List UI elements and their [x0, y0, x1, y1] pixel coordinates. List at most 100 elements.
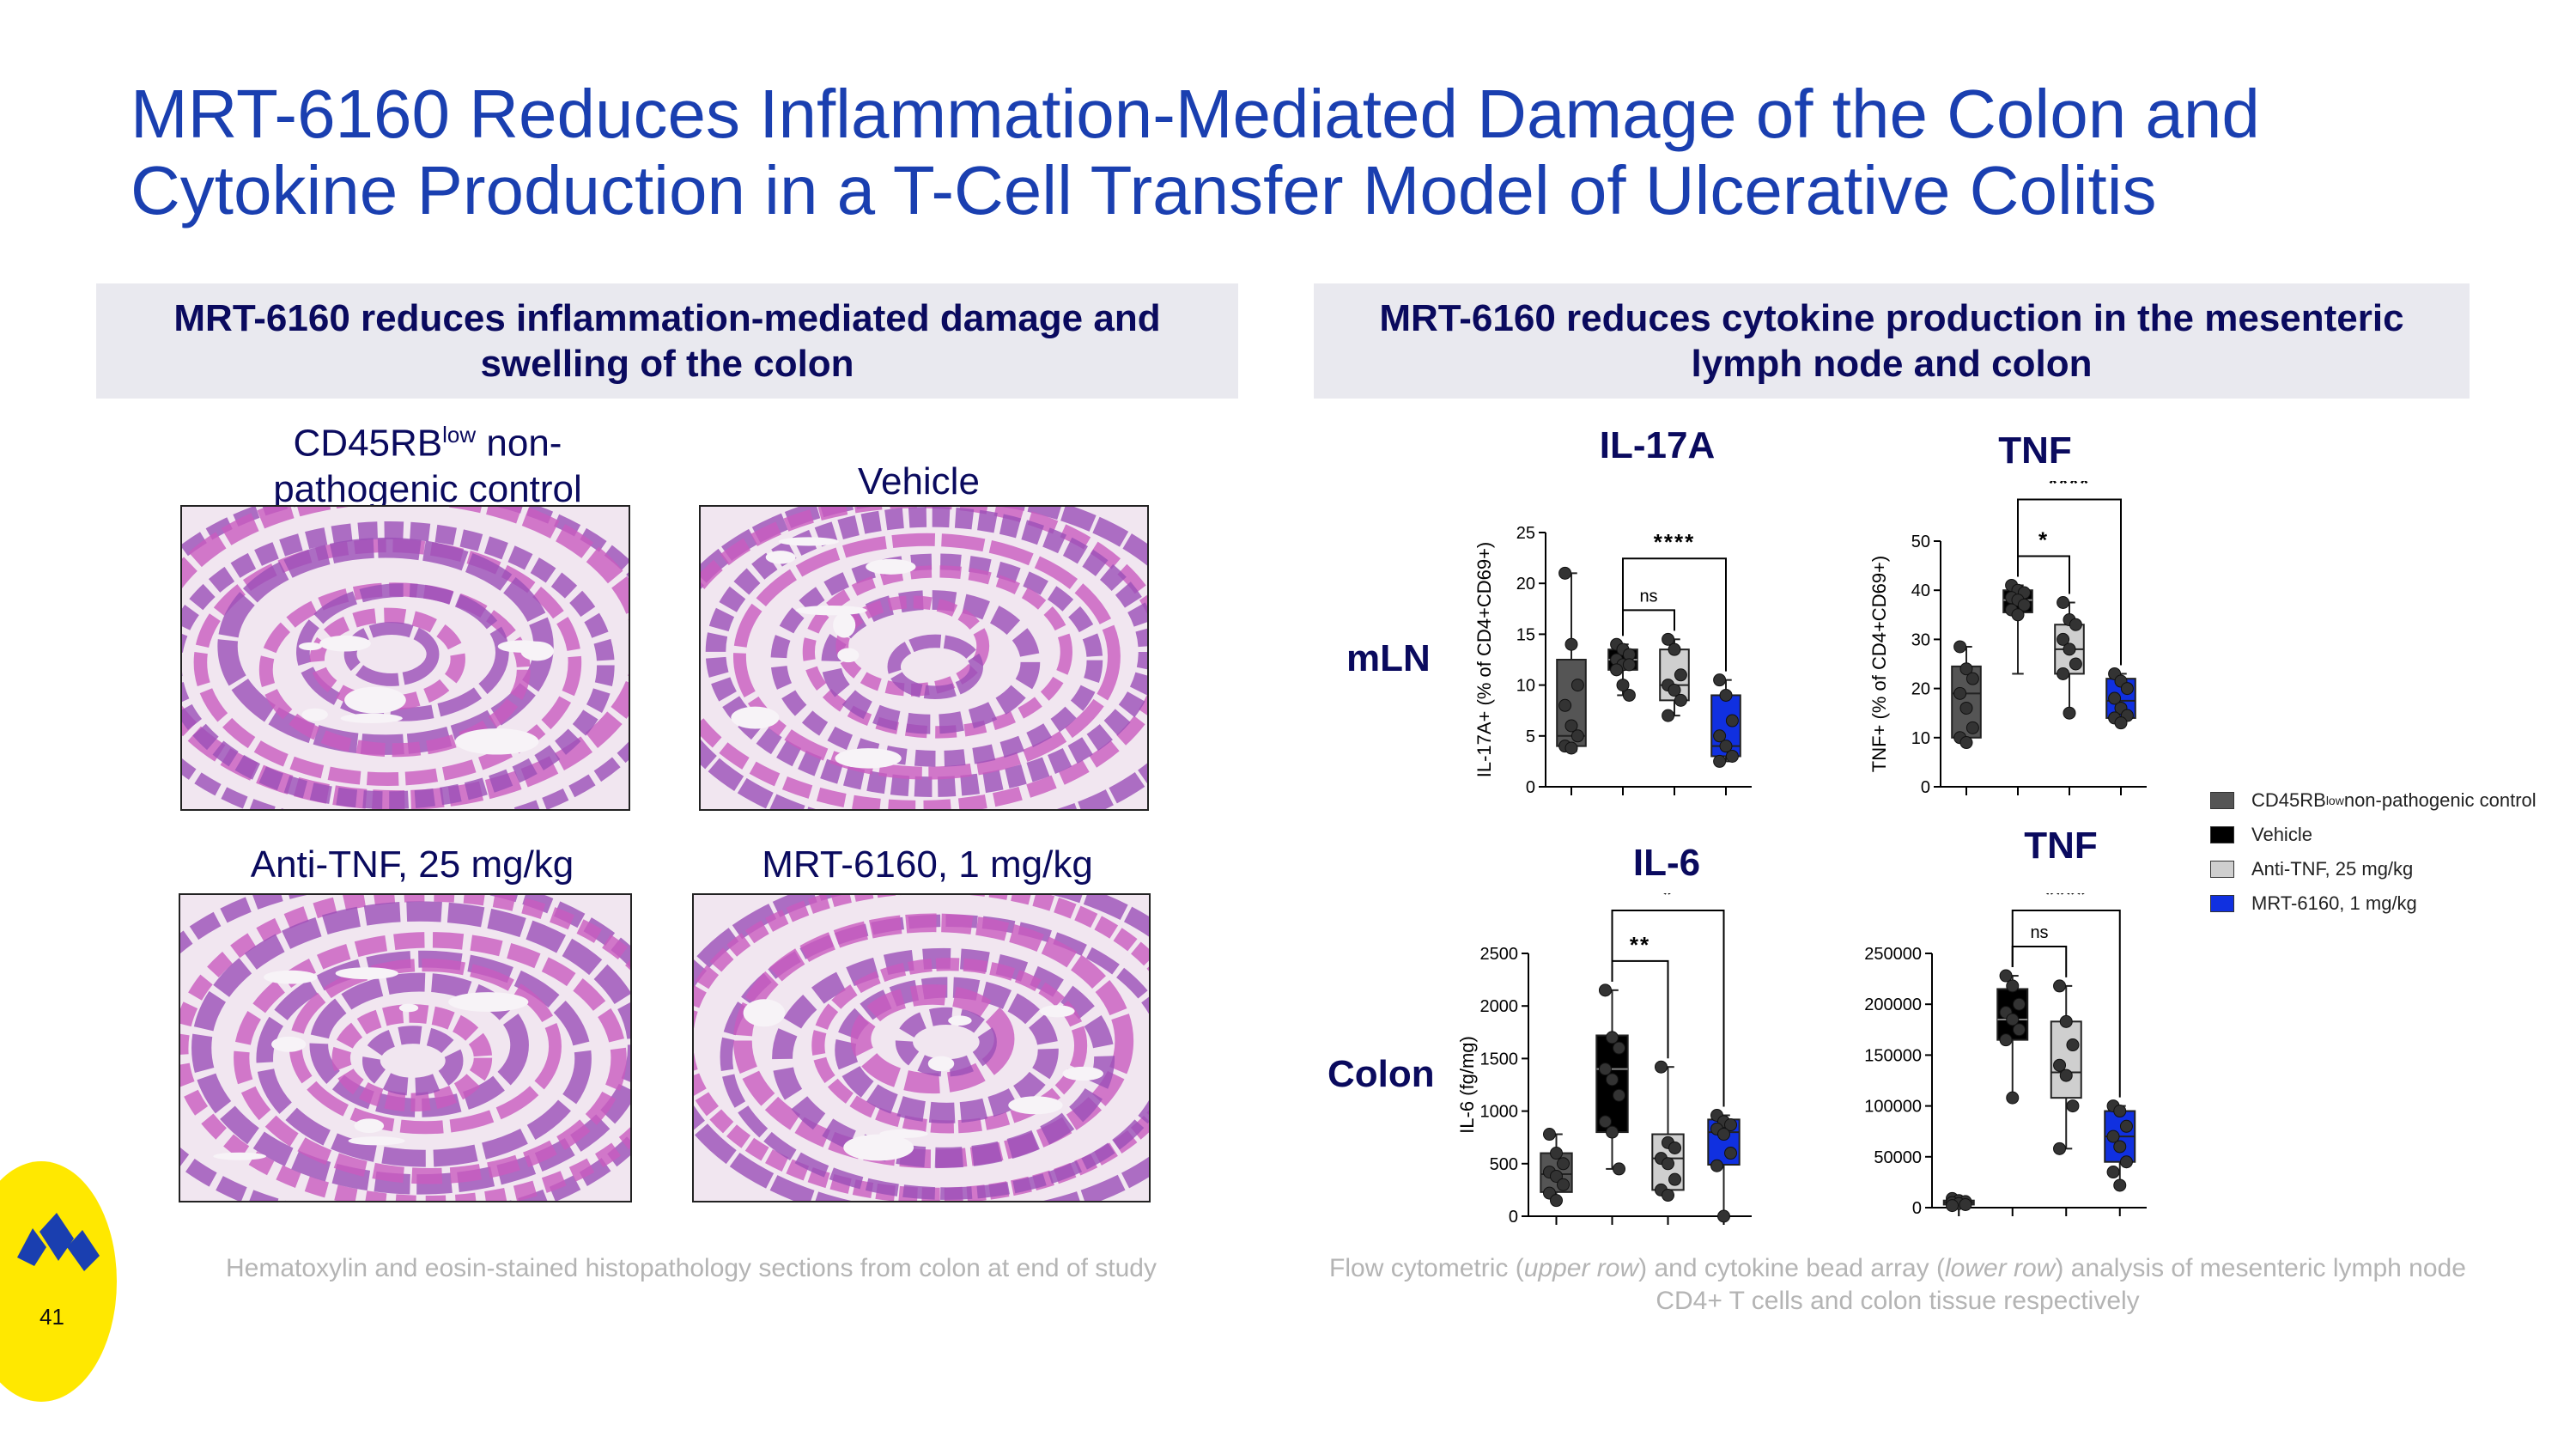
- caption-italic: upper row: [1523, 1254, 1639, 1282]
- lumen-gap: [866, 558, 916, 575]
- data-point: [2066, 1038, 2080, 1052]
- significance-bracket: [1622, 557, 1727, 672]
- data-point: [2011, 608, 2025, 622]
- legend-label-sup: low: [2325, 794, 2344, 807]
- lumen-gap: [731, 706, 780, 729]
- data-point: [1668, 1172, 1682, 1186]
- lumen-gap: [778, 537, 839, 546]
- data-point: [1662, 1157, 1674, 1171]
- y-tick-label: 500: [1490, 1155, 1518, 1174]
- lumen-gap: [1008, 1096, 1063, 1115]
- legend-label-pre: MRT-6160, 1 mg/kg: [2251, 892, 2417, 914]
- tissue-layer: [821, 590, 1041, 734]
- lumen-gap: [765, 551, 796, 564]
- data-point: [1662, 632, 1675, 646]
- y-axis-label: TNF+ (% of CD4+CD69+): [1872, 556, 1890, 772]
- lumen-gap: [795, 605, 867, 616]
- significance-bracket: [1622, 609, 1675, 636]
- data-point: [1610, 663, 1624, 677]
- data-point: [1717, 1128, 1730, 1142]
- company-logo-icon: [17, 1213, 100, 1271]
- lumen-gap: [1040, 1005, 1075, 1018]
- tissue-layer: [309, 972, 529, 1117]
- data-point: [1717, 1209, 1730, 1223]
- y-tick-label: 40: [1911, 581, 1930, 600]
- data-point: [1613, 1088, 1626, 1102]
- image-label-control: CD45RBlow non- pathogenic control: [213, 412, 642, 512]
- data-point: [2113, 1178, 2127, 1192]
- y-tick-label: 30: [1911, 630, 1930, 649]
- y-tick-label: 20: [1911, 680, 1930, 699]
- data-point: [1558, 698, 1572, 712]
- lumen-gap: [833, 612, 856, 638]
- data-point: [1654, 1060, 1668, 1074]
- data-point: [1558, 566, 1572, 580]
- tissue-layer: [234, 932, 627, 1184]
- tissue-layer: [802, 565, 1072, 739]
- y-tick-label: 10: [1516, 677, 1535, 696]
- lumen-gap: [843, 1134, 914, 1161]
- data-point: [2006, 979, 2020, 993]
- data-point: [1959, 1197, 1972, 1211]
- data-point: [1999, 1033, 2013, 1047]
- legend-item: Vehicle: [2210, 818, 2537, 852]
- caption-italic: lower row: [1945, 1254, 2056, 1282]
- data-point: [1564, 741, 1578, 755]
- y-tick-label: 5: [1526, 728, 1535, 746]
- right-panel-caption: Flow cytometric (upper row) and cytokine…: [1322, 1252, 2473, 1318]
- legend-label-pre: CD45RB: [2251, 789, 2326, 811]
- y-tick-label: 0: [1912, 1199, 1922, 1218]
- chart-il17a: 0 5 10 15 20 25 IL-17A+ (% of CD4+CD69+) ns ****: [1477, 524, 1752, 797]
- lumen-gap: [1062, 1066, 1104, 1081]
- histology-image-anti-tnf: [179, 893, 632, 1202]
- lumen-gap: [319, 635, 371, 652]
- box-2: [2050, 1020, 2082, 1099]
- significance-label: ns: [1639, 587, 1657, 606]
- data-point: [2063, 642, 2076, 656]
- data-point: [2119, 1119, 2133, 1133]
- data-point: [1674, 693, 1687, 707]
- left-panel-header: MRT-6160 reduces inflammation-mediated d…: [96, 283, 1238, 399]
- data-point: [1965, 672, 1979, 685]
- data-point: [1713, 673, 1727, 687]
- data-point: [1719, 688, 1733, 702]
- lumen-gap: [301, 708, 328, 721]
- image-label-vehicle: Vehicle: [858, 460, 980, 502]
- lumen-gap: [948, 1015, 972, 1026]
- data-point: [2053, 1142, 2067, 1155]
- tissue-layer: [895, 1007, 997, 1077]
- lumen-gap: [454, 728, 539, 755]
- legend-item: Anti-TNF, 25 mg/kg: [2210, 852, 2537, 886]
- data-point: [1959, 736, 1973, 750]
- legend: CD45RB low non-pathogenic control Vehicle…: [2210, 783, 2537, 921]
- image-label-anti-tnf: Anti-TNF, 25 mg/kg: [250, 843, 574, 886]
- data-point: [2063, 706, 2076, 720]
- y-tick-label: 1000: [1480, 1103, 1519, 1122]
- lumen-gap: [340, 713, 403, 723]
- data-point: [1613, 1162, 1626, 1176]
- data-point: [1674, 668, 1687, 682]
- data-point: [2108, 691, 2122, 705]
- y-tick-label: 1500: [1480, 1050, 1519, 1068]
- y-tick-label: 2000: [1480, 997, 1519, 1016]
- tissue-layer: [850, 984, 1015, 1094]
- lumen-gap: [264, 970, 318, 984]
- lumen-gap: [835, 748, 902, 769]
- caption-part: ) and cytokine bead array (: [1638, 1254, 1945, 1282]
- chart-tnf-colon: 0 50000 100000 150000 200000 250000 ns ****: [1864, 893, 2147, 1218]
- data-point: [2057, 632, 2070, 646]
- data-point: [1606, 1031, 1619, 1044]
- slide-title-line-1: MRT-6160 Reduces Inflammation-Mediated D…: [131, 76, 2260, 152]
- significance-bracket: [2011, 910, 2121, 1098]
- data-point: [1571, 679, 1584, 692]
- data-point: [1959, 662, 1973, 676]
- y-tick-label: 150000: [1864, 1046, 1922, 1065]
- tissue-layer: [296, 583, 509, 721]
- tissue-layer: [887, 634, 983, 700]
- data-point: [1622, 688, 1636, 702]
- data-point: [1598, 1115, 1612, 1129]
- lumen-gap: [335, 967, 398, 980]
- data-point: [1598, 983, 1612, 997]
- significance-label: *: [2038, 527, 2049, 552]
